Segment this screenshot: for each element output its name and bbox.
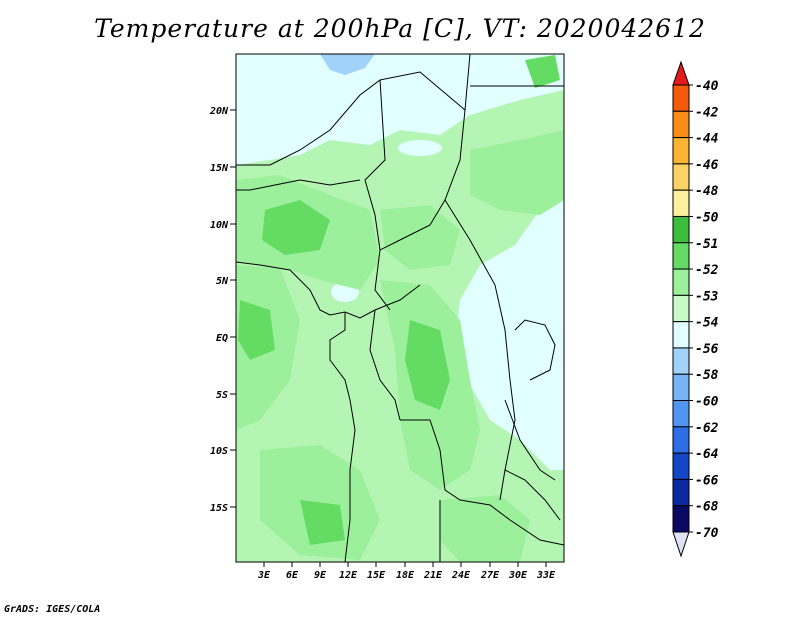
colorbar-label: -64 [695, 447, 719, 462]
lon-labels: 3E 6E 9E 12E 15E 18E 21E 24E 27E 30E 33E [257, 570, 556, 581]
colorbar-box [672, 347, 690, 375]
colorbar-box [672, 242, 690, 270]
lat-label-10s: 10S [210, 446, 228, 457]
colorbar-label: -50 [695, 210, 719, 225]
lon-label-6e: 6E [286, 570, 299, 581]
lon-label-3e: 3E [257, 570, 271, 581]
lat-label-5n: 5N [216, 276, 229, 287]
lon-label-15e: 15E [367, 570, 386, 581]
lon-label-33e: 33E [536, 570, 556, 581]
footer-credit: GrADS: IGES/COLA [4, 604, 101, 615]
colorbar-box [672, 452, 690, 480]
colorbar-box [672, 400, 690, 428]
lat-ticks [230, 109, 236, 508]
colorbar-box [672, 189, 690, 217]
colorbar-label: -40 [695, 79, 719, 94]
colorbar-boxes [672, 84, 690, 533]
colorbar-box [672, 215, 690, 244]
map-title: Temperature at 200hPa [C], VT: 202004261… [94, 14, 706, 43]
colorbar-label: -70 [695, 526, 719, 541]
temperature-field [236, 54, 564, 562]
colorbar-box [672, 163, 690, 191]
colorbar-box [672, 321, 690, 349]
colorbar-box [672, 137, 690, 165]
lat-label-15n: 15N [210, 163, 229, 174]
colorbar-label: -53 [695, 289, 719, 304]
colorbar-label: -54 [695, 316, 719, 331]
lon-label-30e: 30E [508, 570, 528, 581]
lon-label-21e: 21E [423, 570, 443, 581]
colorbar: -40 -42 -44 -46 -48 -50 -51 -52 -53 -54 -56 -58 -60 -… [672, 60, 719, 558]
colorbar-box [672, 110, 690, 139]
colorbar-top-arrow [672, 60, 690, 86]
colorbar-box [672, 426, 690, 454]
lon-label-27e: 27E [480, 570, 500, 581]
lat-label-eq: EQ [216, 333, 228, 344]
colorbar-label: -46 [695, 158, 719, 173]
colorbar-box [672, 268, 690, 296]
lat-labels: 20N 15N 10N 5N EQ 5S 10S 15S [209, 106, 229, 514]
colorbar-label: -62 [695, 421, 719, 436]
colorbar-label: -58 [695, 368, 719, 383]
colorbar-box [672, 294, 690, 323]
colorbar-label: -51 [695, 237, 718, 252]
colorbar-label: -44 [695, 132, 719, 147]
colorbar-box [672, 478, 690, 507]
colorbar-label: -66 [695, 473, 719, 488]
colorbar-bottom-arrow [672, 531, 690, 558]
colorbar-label: -48 [695, 184, 719, 199]
colorbar-labels: -40 -42 -44 -46 -48 -50 -51 -52 -53 -54 -56 -58 -60 -… [689, 79, 719, 541]
colorbar-label: -68 [695, 500, 719, 515]
colorbar-label: -52 [695, 263, 719, 278]
colorbar-box [672, 84, 690, 112]
lon-label-12e: 12E [339, 570, 358, 581]
colorbar-label: -56 [695, 342, 719, 357]
colorbar-label: -60 [695, 395, 719, 410]
lon-label-24e: 24E [451, 570, 471, 581]
plot-frame [235, 53, 565, 563]
lat-label-15s: 15S [210, 503, 228, 514]
colorbar-box [672, 505, 690, 533]
lat-label-20n: 20N [209, 106, 229, 117]
colorbar-box [672, 373, 690, 402]
lon-label-9e: 9E [314, 570, 327, 581]
country-borders [236, 54, 564, 562]
colorbar-label: -42 [695, 105, 719, 120]
lon-ticks [263, 562, 547, 567]
lat-label-5s: 5S [216, 390, 228, 401]
lon-label-18e: 18E [396, 570, 415, 581]
lat-label-10n: 10N [210, 220, 229, 231]
